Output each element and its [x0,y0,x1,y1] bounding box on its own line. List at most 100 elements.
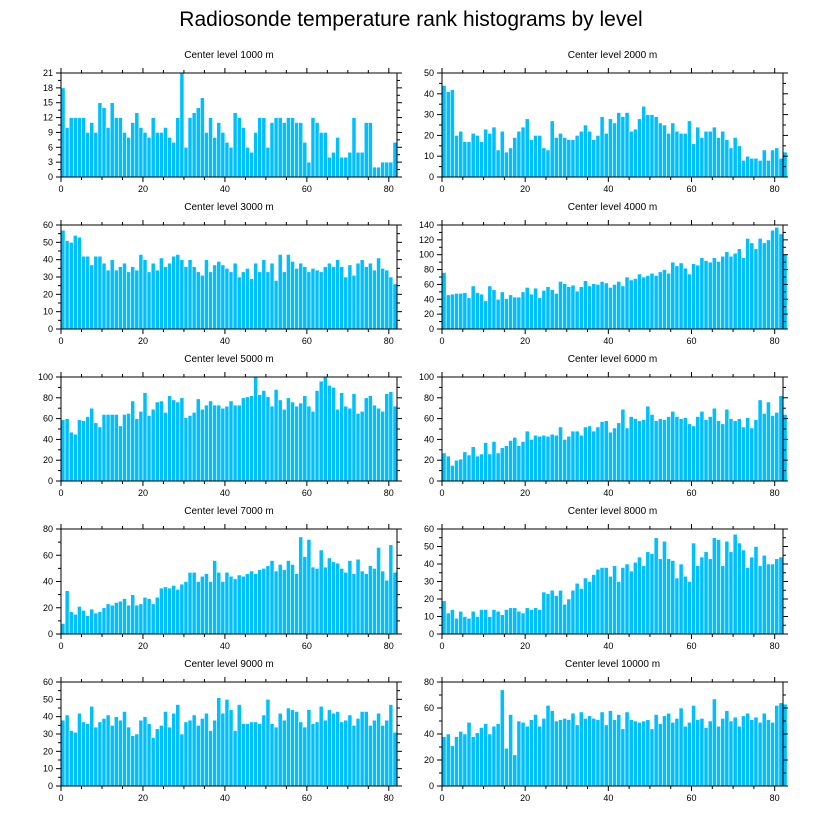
bar [200,274,205,330]
bar [167,262,172,330]
bar [281,122,287,178]
bar [388,391,394,482]
panel-7: 0 20 40 60 80 0 20 40 60 80 Center level 7000 m [43,506,402,651]
bar [608,431,613,482]
bar [93,612,99,635]
bar [302,395,308,482]
bar [724,408,730,482]
bar [257,271,263,330]
bar [318,380,324,482]
bar [711,407,717,482]
bar [290,261,295,330]
bar [599,421,605,482]
y-tick-label: 40 [424,434,434,444]
bar [175,704,181,787]
bar [200,718,205,787]
bar [363,266,369,330]
bar [566,719,572,787]
bar [77,419,82,482]
bar [720,565,726,635]
bar [236,117,242,178]
bar [269,560,275,635]
bar [545,435,551,482]
x-tick-label: 0 [439,641,444,651]
bar [179,397,185,482]
bar [138,719,144,787]
bar [228,271,234,330]
bar [657,723,663,787]
bar [450,465,455,482]
bar [749,242,755,330]
bar [187,572,193,635]
y-tick-label: 10 [43,764,53,774]
x-tick-label: 60 [687,641,697,651]
bar [741,715,746,787]
bar [454,617,459,635]
y-tick-label: 40 [43,712,53,722]
bar [347,560,353,635]
bar [191,714,197,787]
bar [335,562,340,635]
y-tick-label: 0 [429,172,434,182]
bar [745,567,751,635]
bar [716,261,721,330]
bar [570,430,576,482]
bar [347,151,353,178]
bar [707,130,713,178]
bar [249,395,254,482]
bar [245,268,250,330]
bar [757,238,763,330]
panel-8: 0 20 40 60 80 0 10 20 30 40 50 60 Center level 8000 … [424,506,788,651]
bar [574,135,580,178]
bar [232,112,238,178]
y-tick-label: 10 [424,151,434,161]
bar [122,414,127,482]
panel-3: 0 20 40 60 80 0 10 20 30 40 50 60 Center level 3000 … [43,202,402,346]
bar [583,280,588,330]
x-tick-label: 80 [770,641,780,651]
bar [363,573,369,635]
bar [774,226,780,330]
bar [302,726,308,787]
y-tick-label: 80 [424,393,434,403]
bar [741,549,746,635]
bar [138,411,144,482]
bar [380,725,386,787]
bar [732,716,738,787]
bar [562,439,568,482]
x-tick-label: 20 [138,336,148,346]
y-tick-label: 40 [424,729,434,739]
panel-title: Center level 1000 m [184,50,274,61]
bar [441,272,447,330]
bar [736,725,742,787]
bar [670,560,676,635]
bar [101,262,107,330]
bar [454,135,459,178]
bar [187,117,193,178]
bar [68,611,74,635]
bar [608,710,613,787]
bar [240,575,246,635]
bar [339,392,345,482]
x-tick-label: 0 [58,641,63,651]
bar [146,415,152,482]
bar [716,137,721,178]
bar [641,720,647,787]
bar [678,262,684,330]
bar [591,430,597,482]
bar [351,274,357,330]
bar [695,264,701,330]
panel-10: 0 20 40 60 80 0 20 40 60 80 Center level 10000 m [424,659,788,803]
bar [392,731,398,787]
bar [200,408,205,482]
bar [599,711,605,787]
bar [549,710,555,787]
bar [770,415,775,482]
bar [220,407,226,482]
bar [450,609,455,635]
bar [343,156,349,178]
y-tick-label: 30 [43,272,53,282]
bar [736,542,742,635]
bar [766,239,771,330]
bar [458,293,464,330]
